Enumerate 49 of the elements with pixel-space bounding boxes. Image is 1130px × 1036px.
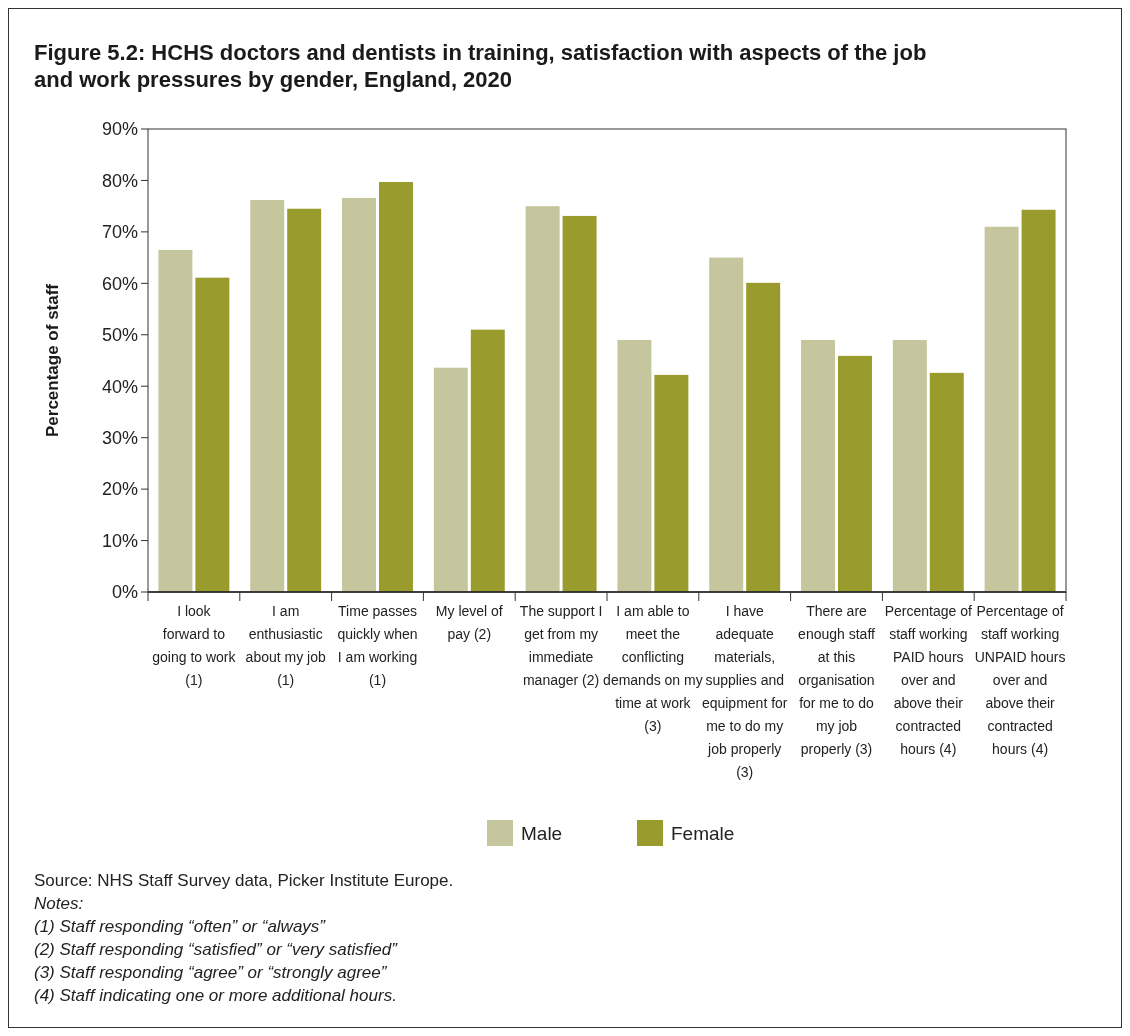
bar xyxy=(250,199,285,592)
text: Notes: xyxy=(34,894,84,913)
text: (1) Staff responding “often” or “always” xyxy=(34,917,327,936)
x-tick-label: Percentage of staff working PAID hours over and above their contracted hours (4) xyxy=(884,603,972,757)
bar xyxy=(801,339,835,592)
x-tick-label: There are enough staff at this organisation for me to do my job properly (3) xyxy=(798,603,876,757)
source-note: Source: NHS Staff Survey data, Picker Institute Europe. xyxy=(34,871,454,890)
text: (3) Staff responding “agree” or “strongly agree” xyxy=(34,963,388,982)
x-tick-label: Time passes quickly when I am working (1) xyxy=(337,603,418,688)
bar xyxy=(929,372,964,592)
y-tick-label: 10% xyxy=(101,530,138,551)
bar xyxy=(342,197,376,592)
y-tick-label: 70% xyxy=(101,222,138,243)
bar xyxy=(838,355,872,592)
bar xyxy=(158,249,193,592)
x-tick-label: I am able to meet the conflicting demands on my time at work (3) xyxy=(603,603,703,734)
legend-label: Male xyxy=(521,822,563,844)
y-axis-title: Percentage of staff xyxy=(43,283,62,438)
bar xyxy=(746,282,781,592)
y-tick-label: 80% xyxy=(101,170,138,191)
x-tick-label: The support I get from my immediate manager (2) xyxy=(519,603,603,688)
bar xyxy=(287,208,322,592)
bar xyxy=(433,367,468,592)
bar xyxy=(617,339,652,592)
text: (4) Staff indicating one or more additional hours. xyxy=(34,986,397,1005)
y-tick-label: 90% xyxy=(101,119,138,140)
text: (2) Staff responding “satisfied” or “very satisfied” xyxy=(34,940,399,959)
chart-title: Figure 5.2: HCHS doctors and dentists in training, satisfaction with aspects of the job and work pressures by gender, England, 2020 xyxy=(34,40,927,92)
bar xyxy=(892,339,927,592)
bar xyxy=(195,277,230,592)
y-tick-label: 20% xyxy=(101,479,138,500)
bar xyxy=(379,181,413,592)
bar xyxy=(470,329,505,592)
legend-label: Female xyxy=(671,822,735,844)
y-tick-label: 30% xyxy=(101,427,138,448)
bar xyxy=(654,374,689,592)
x-tick-label: I am enthusiastic about my job (1) xyxy=(245,603,326,688)
x-tick-label: Percentage of staff working UNPAID hours over and above their contracted hours (4) xyxy=(974,603,1066,757)
bar xyxy=(709,257,744,592)
bar xyxy=(984,226,1019,592)
y-tick-label: 0% xyxy=(111,582,138,603)
bar xyxy=(1021,209,1056,592)
y-tick-label: 50% xyxy=(101,325,138,346)
bar xyxy=(525,206,560,592)
x-tick-label: My level of pay (2) xyxy=(435,603,503,642)
y-tick-label: 40% xyxy=(101,376,138,397)
x-tick-label: I look forward to going to work (1) xyxy=(152,603,237,688)
bar xyxy=(562,215,597,592)
y-tick-label: 60% xyxy=(101,273,138,294)
